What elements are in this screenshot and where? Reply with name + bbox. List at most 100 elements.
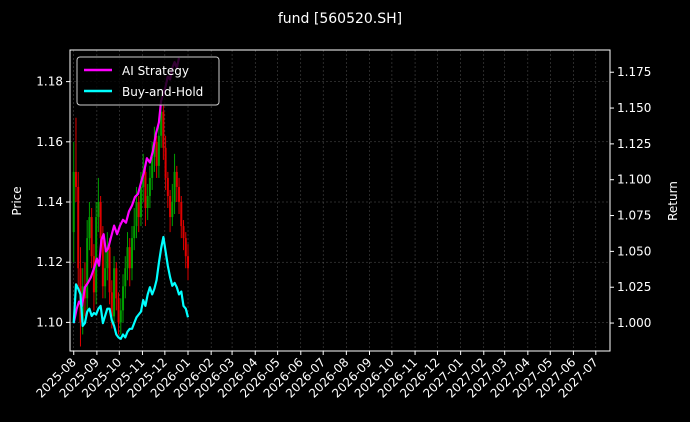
candle-body xyxy=(110,292,113,317)
right-tick-label: 1.175 xyxy=(617,65,651,79)
candle-body xyxy=(142,171,145,187)
candle xyxy=(162,105,165,160)
candle-body xyxy=(72,171,75,233)
candle-body xyxy=(146,195,149,209)
candle-body xyxy=(166,177,169,196)
candle xyxy=(122,274,125,323)
candle-body xyxy=(135,202,138,227)
candle-body xyxy=(119,310,122,323)
candle-body xyxy=(128,247,131,269)
candle-body xyxy=(122,286,125,311)
candle-body xyxy=(124,268,127,287)
candle-body xyxy=(101,238,104,287)
right-tick-label: 1.100 xyxy=(617,173,651,187)
candle-body xyxy=(151,156,154,178)
candle-body xyxy=(90,217,93,257)
candle-body xyxy=(117,298,120,323)
left-tick-label: 1.18 xyxy=(36,75,63,89)
candle xyxy=(108,238,111,305)
candle xyxy=(169,189,172,233)
candle xyxy=(77,171,80,287)
candle-body xyxy=(144,171,147,209)
candle xyxy=(106,232,109,281)
candle-body xyxy=(113,268,116,317)
candle xyxy=(171,183,174,227)
right-axis-title: Return xyxy=(666,181,680,221)
candle xyxy=(133,208,136,251)
candle-body xyxy=(182,226,185,239)
candle xyxy=(90,208,93,269)
candle-body xyxy=(164,147,167,178)
candle xyxy=(164,135,167,190)
right-tick-label: 1.050 xyxy=(617,244,651,258)
right-tick-label: 1.075 xyxy=(617,209,651,223)
legend-box xyxy=(76,56,220,106)
candle-body xyxy=(169,195,172,218)
candle xyxy=(97,177,100,233)
candle xyxy=(124,256,127,299)
candle-body xyxy=(104,268,107,287)
candle-body xyxy=(99,202,102,239)
candle xyxy=(144,165,147,227)
right-axis: 1.000 1.025 1.050 1.075 1.100 1.125 1.150 1.175 xyxy=(610,65,651,330)
right-tick-label: 1.025 xyxy=(617,280,651,294)
candle-body xyxy=(74,171,77,187)
legend-label-buy-and-hold: Buy-and-Hold xyxy=(122,85,203,99)
right-tick-label: 1.000 xyxy=(617,316,651,330)
candle xyxy=(115,262,118,311)
candle-body xyxy=(178,186,181,203)
candle-body xyxy=(88,217,91,239)
candle xyxy=(86,220,89,311)
candle xyxy=(173,153,176,215)
candle xyxy=(146,183,149,221)
candle-body xyxy=(148,177,151,196)
left-axis: 1.10 1.12 1.14 1.16 1.18 xyxy=(36,75,70,329)
left-tick-label: 1.16 xyxy=(36,135,63,149)
candle xyxy=(92,244,95,311)
candle-body xyxy=(115,268,118,299)
candle xyxy=(104,250,107,299)
candle-body xyxy=(92,256,95,293)
legend-label-ai-strategy: AI Strategy xyxy=(122,64,189,78)
candle-body xyxy=(171,202,174,218)
candle xyxy=(113,256,116,329)
candle-body xyxy=(97,202,100,218)
candle-body xyxy=(133,226,136,239)
candle-body xyxy=(108,247,111,293)
candle xyxy=(148,165,151,209)
candle-body xyxy=(157,135,160,166)
candle-body xyxy=(106,247,109,269)
right-tick-label: 1.150 xyxy=(617,101,651,115)
candle-body xyxy=(86,238,89,299)
candle xyxy=(126,232,129,281)
candle-body xyxy=(162,111,165,148)
candle xyxy=(128,238,131,287)
candle-body xyxy=(175,171,178,187)
candle-body xyxy=(180,202,183,227)
candle-body xyxy=(95,217,98,293)
candle xyxy=(182,220,185,251)
candle-body xyxy=(155,141,158,166)
candle xyxy=(175,165,178,203)
candle xyxy=(178,177,181,215)
candle-body xyxy=(130,238,133,269)
left-tick-label: 1.12 xyxy=(36,255,63,269)
candle-body xyxy=(139,186,142,218)
candle xyxy=(180,195,183,239)
candle xyxy=(155,135,158,178)
series-line-buy-and-hold xyxy=(72,235,190,340)
left-axis-title: Price xyxy=(10,186,24,215)
candle xyxy=(74,117,77,203)
candle xyxy=(117,292,120,335)
candle xyxy=(95,202,98,305)
candle xyxy=(187,244,190,281)
legend: AI Strategy Buy-and-Hold xyxy=(76,56,220,106)
candle xyxy=(166,171,169,209)
candle-body xyxy=(77,186,80,269)
candle-body xyxy=(173,171,176,203)
chart-title: fund [560520.SH] xyxy=(278,11,402,27)
candle xyxy=(184,232,187,269)
candle-body xyxy=(137,202,140,218)
candle-body xyxy=(126,247,129,269)
